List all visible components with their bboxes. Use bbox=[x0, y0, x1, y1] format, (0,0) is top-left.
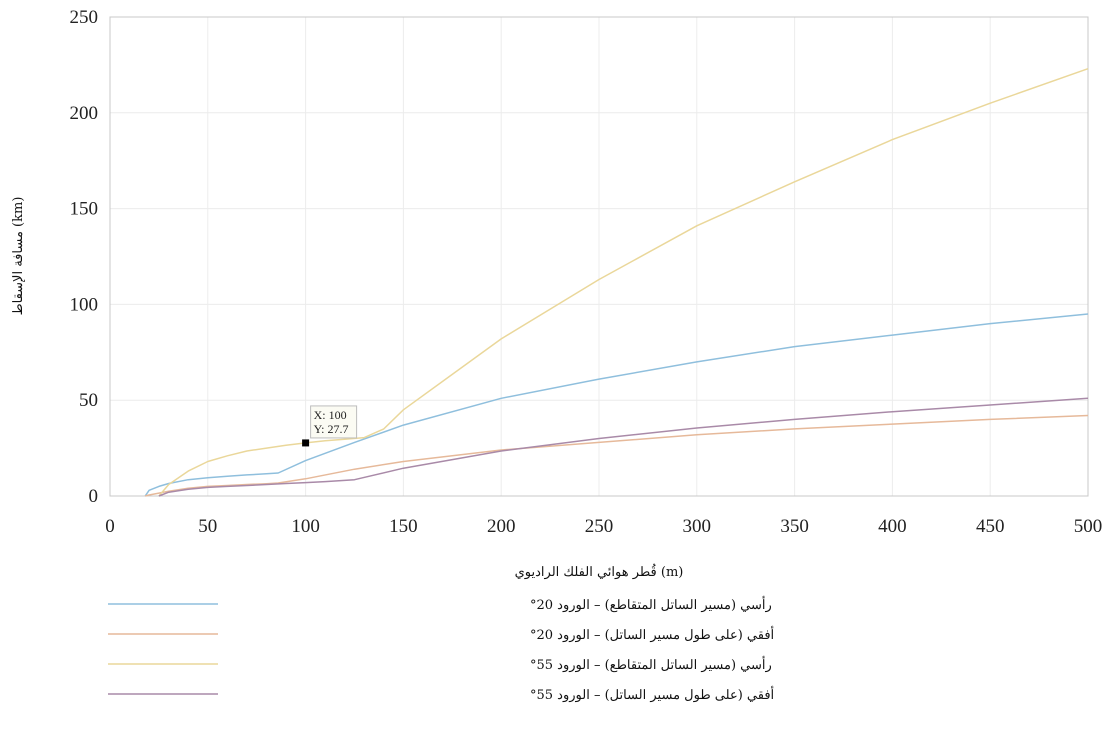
legend-label-4: أفقي (على طول مسير الساتل) – الورود 55° bbox=[530, 686, 774, 703]
legend-label-1: رأسي (مسير الساتل المتقاطع) – الورود 20° bbox=[530, 596, 772, 613]
series-group bbox=[144, 67, 1089, 497]
series-line-3 bbox=[158, 67, 1089, 497]
x-tick-label: 250 bbox=[585, 516, 614, 537]
legend-label-2: أفقي (على طول مسير الساتل) – الورود 20° bbox=[530, 626, 774, 643]
y-tick-label: 100 bbox=[70, 294, 99, 315]
x-tick-label: 300 bbox=[683, 516, 712, 537]
y-tick-label: 150 bbox=[70, 199, 99, 220]
series-line-4 bbox=[158, 397, 1089, 497]
y-tick-label: 50 bbox=[79, 390, 98, 411]
x-axis-title: قُطر هوائي الفلك الراديوي (m) bbox=[515, 563, 684, 580]
y-tick-label: 250 bbox=[70, 7, 99, 28]
x-tick-label: 500 bbox=[1074, 516, 1103, 537]
x-tick-label: 200 bbox=[487, 516, 516, 537]
y-axis-title: مسافة الإسقاط (km) bbox=[11, 197, 26, 316]
datatip-y-label: Y: 27.7 bbox=[314, 422, 349, 436]
x-tick-label: 100 bbox=[291, 516, 320, 537]
legend: رأسي (مسير الساتل المتقاطع) – الورود 20°… bbox=[108, 596, 774, 703]
datatip-box bbox=[310, 405, 358, 439]
datatip: X: 100 Y: 27.7 bbox=[302, 405, 358, 447]
plot-frame bbox=[109, 16, 1089, 497]
y-tick-label: 0 bbox=[89, 486, 99, 507]
x-tick-label: 0 bbox=[105, 516, 115, 537]
x-tick-label: 400 bbox=[878, 516, 907, 537]
datatip-x-label: X: 100 bbox=[314, 408, 347, 422]
x-tick-label: 150 bbox=[389, 516, 418, 537]
legend-label-3: رأسي (مسير الساتل المتقاطع) – الورود 55° bbox=[530, 656, 772, 673]
datatip-marker[interactable] bbox=[302, 439, 310, 447]
x-tick-label: 50 bbox=[198, 516, 217, 537]
x-axis: 0 50 100 150 200 250 300 350 400 450 500 bbox=[105, 516, 1102, 537]
series-line-2 bbox=[145, 414, 1089, 497]
x-tick-label: 450 bbox=[976, 516, 1005, 537]
x-tick-label: 350 bbox=[780, 516, 809, 537]
y-tick-label: 200 bbox=[70, 103, 99, 124]
y-axis: 0 50 100 150 200 250 bbox=[70, 7, 99, 507]
